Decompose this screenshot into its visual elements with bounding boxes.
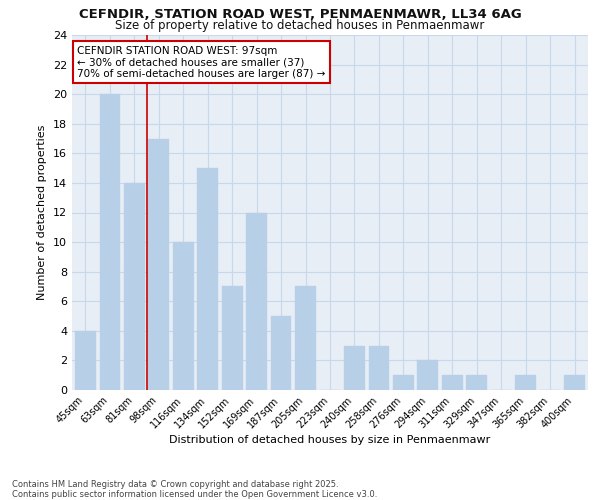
Bar bbox=[368, 346, 389, 390]
Bar bbox=[124, 183, 145, 390]
Bar bbox=[246, 212, 267, 390]
Bar bbox=[418, 360, 438, 390]
Bar bbox=[515, 375, 536, 390]
Bar bbox=[173, 242, 194, 390]
Bar bbox=[75, 331, 96, 390]
Bar bbox=[148, 138, 169, 390]
Bar bbox=[295, 286, 316, 390]
Y-axis label: Number of detached properties: Number of detached properties bbox=[37, 125, 47, 300]
Bar bbox=[100, 94, 120, 390]
Text: CEFNDIR STATION ROAD WEST: 97sqm
← 30% of detached houses are smaller (37)
70% o: CEFNDIR STATION ROAD WEST: 97sqm ← 30% o… bbox=[77, 46, 326, 79]
Bar bbox=[197, 168, 218, 390]
Bar bbox=[344, 346, 365, 390]
Bar bbox=[393, 375, 414, 390]
X-axis label: Distribution of detached houses by size in Penmaenmawr: Distribution of detached houses by size … bbox=[169, 436, 491, 446]
Text: Contains HM Land Registry data © Crown copyright and database right 2025.
Contai: Contains HM Land Registry data © Crown c… bbox=[12, 480, 377, 499]
Bar bbox=[271, 316, 292, 390]
Text: Size of property relative to detached houses in Penmaenmawr: Size of property relative to detached ho… bbox=[115, 19, 485, 32]
Bar bbox=[222, 286, 242, 390]
Bar bbox=[466, 375, 487, 390]
Text: CEFNDIR, STATION ROAD WEST, PENMAENMAWR, LL34 6AG: CEFNDIR, STATION ROAD WEST, PENMAENMAWR,… bbox=[79, 8, 521, 20]
Bar bbox=[564, 375, 585, 390]
Bar bbox=[442, 375, 463, 390]
